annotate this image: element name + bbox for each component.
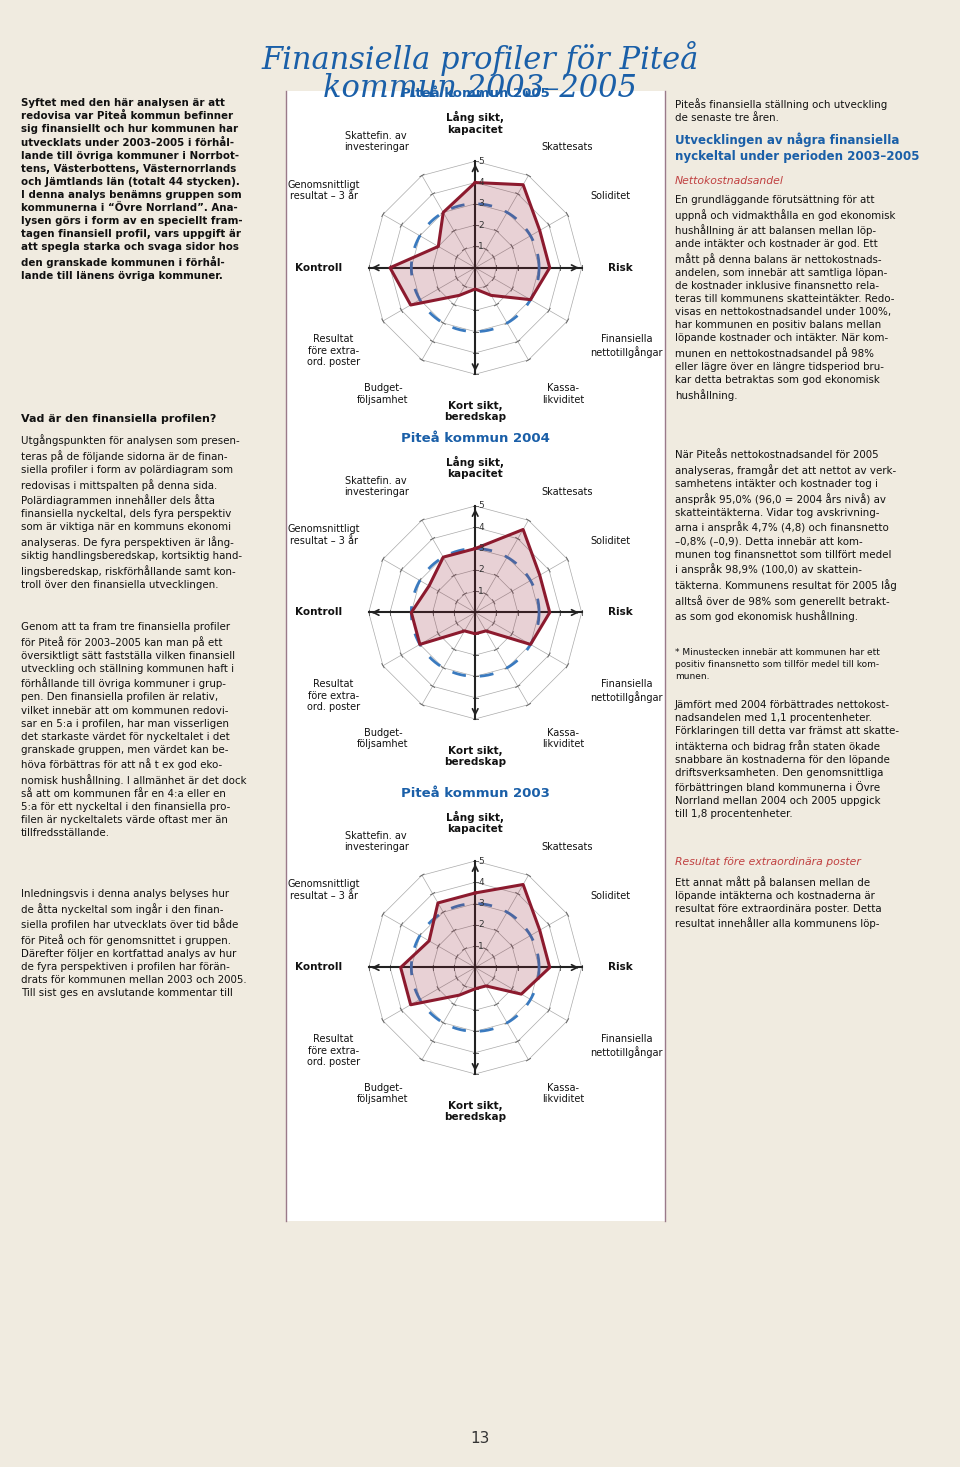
Text: 2: 2 bbox=[478, 220, 484, 230]
Text: Lång sikt,
kapacitet: Lång sikt, kapacitet bbox=[446, 456, 504, 480]
Text: Skattefin. av
investeringar: Skattefin. av investeringar bbox=[344, 830, 409, 852]
Text: 1: 1 bbox=[478, 587, 484, 596]
Text: Soliditet: Soliditet bbox=[590, 890, 631, 901]
Text: Lång sikt,
kapacitet: Lång sikt, kapacitet bbox=[446, 111, 504, 135]
Text: Piteås finansiella ställning och utveckling
de senaste tre åren.: Piteås finansiella ställning och utveckl… bbox=[675, 98, 887, 123]
Text: 3: 3 bbox=[478, 899, 484, 908]
Text: Syftet med den här analysen är att
redovisa var Piteå kommun befinner
sig finans: Syftet med den här analysen är att redov… bbox=[21, 98, 243, 282]
Text: Kontroll: Kontroll bbox=[295, 962, 342, 973]
Text: 4: 4 bbox=[478, 178, 484, 188]
Text: 1: 1 bbox=[478, 242, 484, 251]
Text: Genomsnittligt
resultat – 3 år: Genomsnittligt resultat – 3 år bbox=[287, 524, 360, 546]
Text: Finansiella
nettotillgångar: Finansiella nettotillgångar bbox=[590, 679, 663, 703]
Text: 5: 5 bbox=[478, 857, 484, 866]
Text: 2: 2 bbox=[478, 920, 484, 930]
Text: 4: 4 bbox=[478, 877, 484, 888]
Text: Utvecklingen av några finansiella
nyckeltal under perioden 2003–2005: Utvecklingen av några finansiella nyckel… bbox=[675, 132, 920, 163]
Polygon shape bbox=[390, 182, 550, 305]
Text: 5: 5 bbox=[478, 502, 484, 511]
Text: Genom att ta fram tre finansiella profiler
för Piteå för 2003–2005 kan man på et: Genom att ta fram tre finansiella profil… bbox=[21, 622, 247, 838]
Text: Resultat
före extra-
ord. poster: Resultat före extra- ord. poster bbox=[307, 1034, 360, 1067]
Text: Kassa-
likviditet: Kassa- likviditet bbox=[541, 383, 584, 405]
Text: 3: 3 bbox=[478, 544, 484, 553]
Text: 4: 4 bbox=[478, 522, 484, 533]
Text: Inledningsvis i denna analys belyses hur
de åtta nyckeltal som ingår i den finan: Inledningsvis i denna analys belyses hur… bbox=[21, 889, 247, 998]
Text: Kort sikt,
beredskap: Kort sikt, beredskap bbox=[444, 1100, 506, 1122]
Text: Vad är den finansiella profilen?: Vad är den finansiella profilen? bbox=[21, 414, 217, 424]
Text: Skattesats: Skattesats bbox=[541, 487, 593, 497]
Text: Risk: Risk bbox=[609, 962, 633, 973]
Text: 1: 1 bbox=[478, 942, 484, 951]
Text: Kontroll: Kontroll bbox=[295, 263, 342, 273]
Text: 5: 5 bbox=[478, 157, 484, 166]
Title: Piteå kommun 2005: Piteå kommun 2005 bbox=[401, 87, 549, 100]
Text: Resultat före extraordinära poster: Resultat före extraordinära poster bbox=[675, 857, 861, 867]
Text: kommun 2003–2005: kommun 2003–2005 bbox=[324, 73, 636, 104]
Text: Soliditet: Soliditet bbox=[590, 535, 631, 546]
Text: En grundläggande förutsättning för att
uppnå och vidmakthålla en god ekonomisk
h: En grundläggande förutsättning för att u… bbox=[675, 195, 896, 400]
Text: Resultat
före extra-
ord. poster: Resultat före extra- ord. poster bbox=[307, 679, 360, 711]
Polygon shape bbox=[400, 885, 550, 1005]
Text: Skattefin. av
investeringar: Skattefin. av investeringar bbox=[344, 131, 409, 153]
Text: Ett annat mått på balansen mellan de
löpande intäkterna och kostnaderna är
resul: Ett annat mått på balansen mellan de löp… bbox=[675, 876, 881, 930]
Text: Lång sikt,
kapacitet: Lång sikt, kapacitet bbox=[446, 811, 504, 835]
Text: Genomsnittligt
resultat – 3 år: Genomsnittligt resultat – 3 år bbox=[287, 179, 360, 201]
Text: Nettokostnadsandel: Nettokostnadsandel bbox=[675, 176, 783, 186]
Text: Skattesats: Skattesats bbox=[541, 142, 593, 153]
Text: Risk: Risk bbox=[609, 607, 633, 618]
Title: Piteå kommun 2003: Piteå kommun 2003 bbox=[400, 786, 550, 800]
Text: 2: 2 bbox=[478, 565, 484, 575]
Text: Finansiella
nettotillgångar: Finansiella nettotillgångar bbox=[590, 1034, 663, 1058]
Text: Finansiella
nettotillgångar: Finansiella nettotillgångar bbox=[590, 334, 663, 358]
Text: Skattesats: Skattesats bbox=[541, 842, 593, 852]
Text: Kassa-
likviditet: Kassa- likviditet bbox=[541, 728, 584, 750]
Text: Budget-
följsamhet: Budget- följsamhet bbox=[357, 728, 409, 750]
Text: Budget-
följsamhet: Budget- följsamhet bbox=[357, 1083, 409, 1105]
Text: Skattefin. av
investeringar: Skattefin. av investeringar bbox=[344, 475, 409, 497]
Text: * Minustecken innebär att kommunen har ett
positiv finansnetto som tillför medel: * Minustecken innebär att kommunen har e… bbox=[675, 648, 879, 681]
Text: Finansiella profiler för Piteå: Finansiella profiler för Piteå bbox=[261, 41, 699, 76]
Text: När Piteås nettokostnadsandel för 2005
analyseras, framgår det att nettot av ver: När Piteås nettokostnadsandel för 2005 a… bbox=[675, 450, 897, 622]
Text: Budget-
följsamhet: Budget- följsamhet bbox=[357, 383, 409, 405]
Text: Kassa-
likviditet: Kassa- likviditet bbox=[541, 1083, 584, 1105]
Text: Genomsnittligt
resultat – 3 år: Genomsnittligt resultat – 3 år bbox=[287, 879, 360, 901]
Text: Risk: Risk bbox=[609, 263, 633, 273]
Text: Kort sikt,
beredskap: Kort sikt, beredskap bbox=[444, 400, 506, 422]
Text: Soliditet: Soliditet bbox=[590, 191, 631, 201]
Text: Utgångspunkten för analysen som presen-
teras på de följande sidorna är de finan: Utgångspunkten för analysen som presen- … bbox=[21, 434, 242, 590]
Text: 3: 3 bbox=[478, 200, 484, 208]
Text: Kort sikt,
beredskap: Kort sikt, beredskap bbox=[444, 745, 506, 767]
Text: Resultat
före extra-
ord. poster: Resultat före extra- ord. poster bbox=[307, 334, 360, 367]
Text: Jämfört med 2004 förbättrades nettokost-
nadsandelen med 1,1 procentenheter.
För: Jämfört med 2004 förbättrades nettokost-… bbox=[675, 700, 899, 820]
Text: 13: 13 bbox=[470, 1432, 490, 1446]
Polygon shape bbox=[411, 530, 550, 644]
Text: Kontroll: Kontroll bbox=[295, 607, 342, 618]
Title: Piteå kommun 2004: Piteå kommun 2004 bbox=[400, 431, 550, 445]
